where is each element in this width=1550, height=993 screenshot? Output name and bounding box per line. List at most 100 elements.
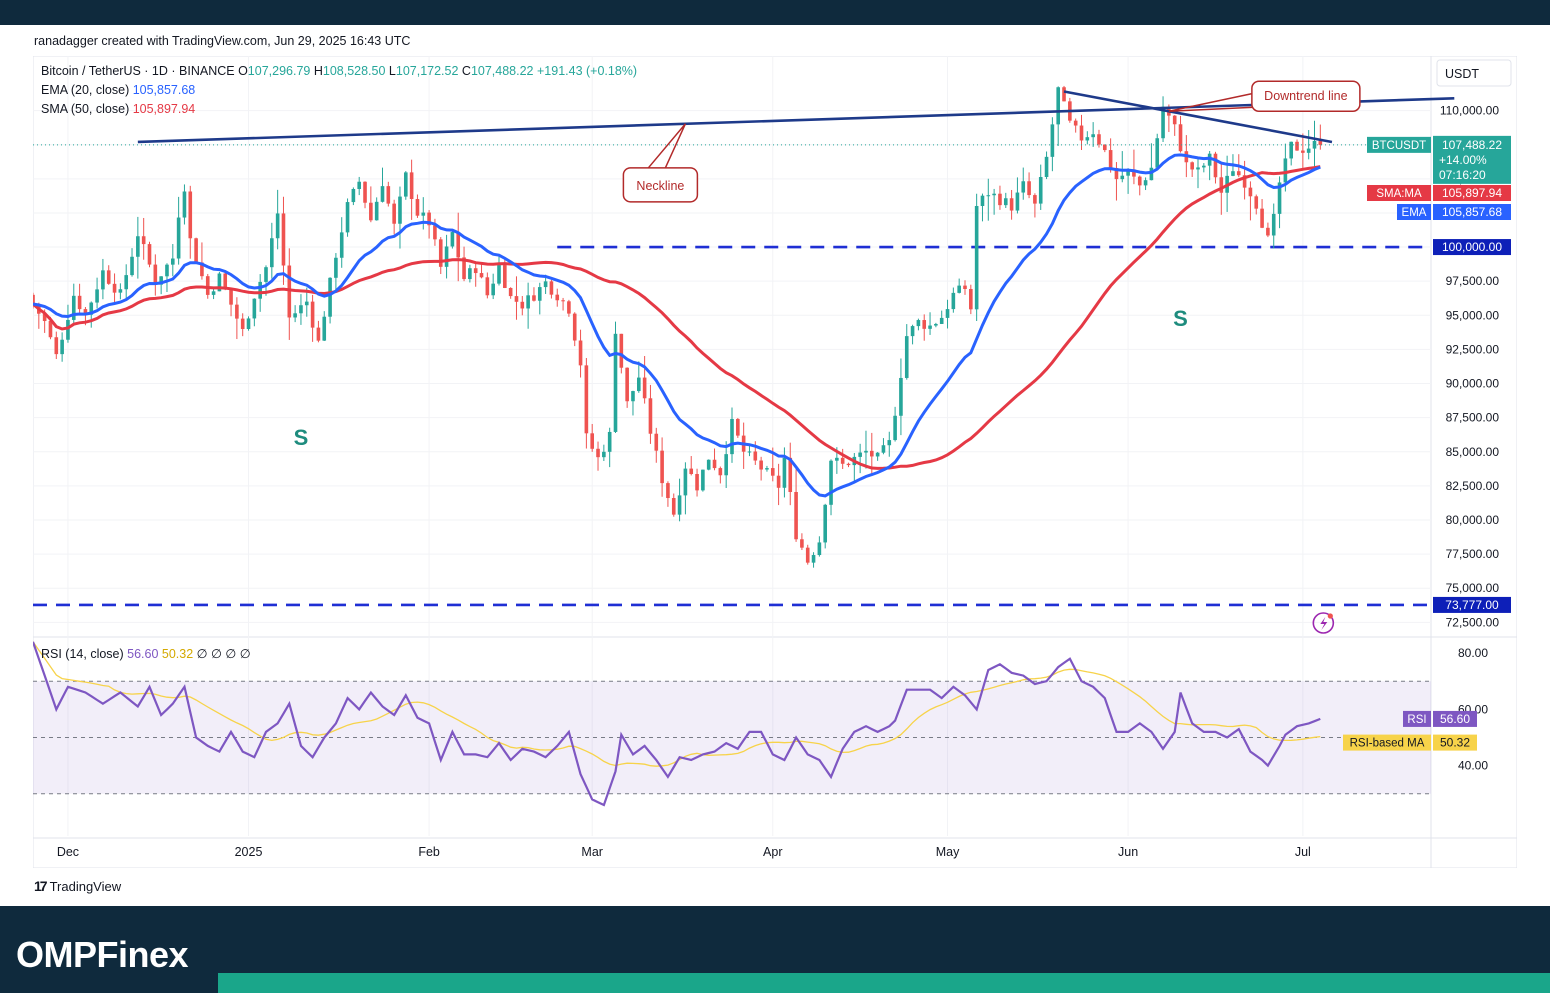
candle xyxy=(1248,181,1253,221)
candle-body xyxy=(695,474,699,491)
candle xyxy=(555,288,560,307)
candle xyxy=(998,185,1002,210)
candle xyxy=(1050,117,1055,172)
candle-body xyxy=(753,451,758,461)
candle-body xyxy=(765,468,769,470)
candle xyxy=(1027,172,1031,199)
price-axis-label: 95,000.00 xyxy=(1446,308,1500,322)
candle-body xyxy=(71,295,76,320)
candle xyxy=(462,246,466,282)
candle-body xyxy=(1318,140,1323,145)
candle-body xyxy=(631,391,635,402)
callout-box xyxy=(622,167,699,203)
candle-body xyxy=(1260,208,1264,228)
candle xyxy=(293,305,297,323)
candle-body xyxy=(159,276,163,285)
candle xyxy=(374,197,379,221)
candle-body xyxy=(770,468,775,476)
rsi-axis-label: 80.00 xyxy=(1458,646,1488,660)
candle xyxy=(468,264,472,283)
candle xyxy=(54,331,59,360)
rsi-ma-value-tag: 50.32 xyxy=(1440,736,1470,750)
candle-body xyxy=(1132,169,1136,177)
candle xyxy=(351,187,356,206)
candle-body xyxy=(246,318,251,330)
candle-body xyxy=(1062,87,1066,102)
currency-button[interactable]: USDT xyxy=(1436,59,1512,87)
candle xyxy=(718,466,723,484)
candle-body xyxy=(1236,171,1241,176)
candle xyxy=(625,367,629,408)
candle-body xyxy=(1015,192,1020,211)
candle xyxy=(671,493,676,517)
candle-body xyxy=(1248,187,1253,197)
candle-body xyxy=(934,323,938,326)
tradingview-logo-text: TradingView xyxy=(49,878,122,894)
time-axis-label: Dec xyxy=(57,845,79,859)
candle-body xyxy=(310,301,315,328)
candle-body xyxy=(106,270,111,284)
candle-body xyxy=(468,268,472,280)
time-axis-label: Jul xyxy=(1295,845,1311,859)
candle-body xyxy=(916,320,921,327)
candle-body xyxy=(549,281,554,295)
candle-body xyxy=(1254,196,1259,209)
candle xyxy=(176,196,181,265)
candle xyxy=(1003,192,1008,209)
candle xyxy=(578,329,583,378)
candle-body xyxy=(817,542,822,556)
candle xyxy=(532,287,536,302)
candle-body xyxy=(403,172,408,197)
price-tag-value-box xyxy=(1433,204,1511,220)
creator-line: ranadagger created with TradingView.com,… xyxy=(34,34,411,48)
price-tag-name-box xyxy=(1367,185,1431,201)
candle xyxy=(281,196,286,285)
candle-body xyxy=(130,256,134,276)
candle-body xyxy=(287,265,292,318)
candle xyxy=(235,297,239,340)
candle-body xyxy=(1178,124,1183,152)
candle-body xyxy=(252,298,257,319)
candle-body xyxy=(491,283,495,296)
candle-body xyxy=(1050,124,1055,157)
candle-body xyxy=(124,275,129,290)
time-axis-label: Apr xyxy=(763,845,782,859)
candle-body xyxy=(205,276,210,295)
time-axis-label: Mar xyxy=(581,845,603,859)
candle xyxy=(316,320,321,343)
candle-body xyxy=(304,301,309,306)
candle-body xyxy=(188,191,193,239)
callout-text: Neckline xyxy=(636,179,684,193)
candle xyxy=(357,176,362,196)
candle-body xyxy=(374,201,379,221)
candle-body xyxy=(316,327,321,341)
candle-body xyxy=(910,326,915,337)
candle-body xyxy=(625,367,629,402)
candle xyxy=(980,193,985,222)
candle xyxy=(858,443,862,474)
candle xyxy=(549,279,554,299)
shoulder-label: S xyxy=(1173,306,1188,331)
candle-body xyxy=(887,440,892,446)
candle xyxy=(934,322,938,328)
candle xyxy=(636,361,641,393)
candle-body xyxy=(479,273,484,278)
candle xyxy=(747,445,752,457)
sma-50-line xyxy=(33,165,1321,470)
candle-body xyxy=(450,232,455,247)
candle xyxy=(712,448,717,471)
candle xyxy=(1260,199,1264,229)
candle-body xyxy=(293,313,297,318)
candle xyxy=(1091,122,1095,147)
brand-logo-text: OMPFinex xyxy=(16,934,189,975)
time-axis: Dec 2025 Feb Mar Apr May Jun Jul xyxy=(57,845,1311,859)
candle xyxy=(1190,161,1194,178)
candle-body xyxy=(904,336,909,378)
candle xyxy=(928,312,932,335)
candle-body xyxy=(270,238,274,268)
candle-body xyxy=(48,321,53,338)
price-tag-value: 73,777.00 xyxy=(1445,598,1499,612)
candles xyxy=(33,85,1323,568)
